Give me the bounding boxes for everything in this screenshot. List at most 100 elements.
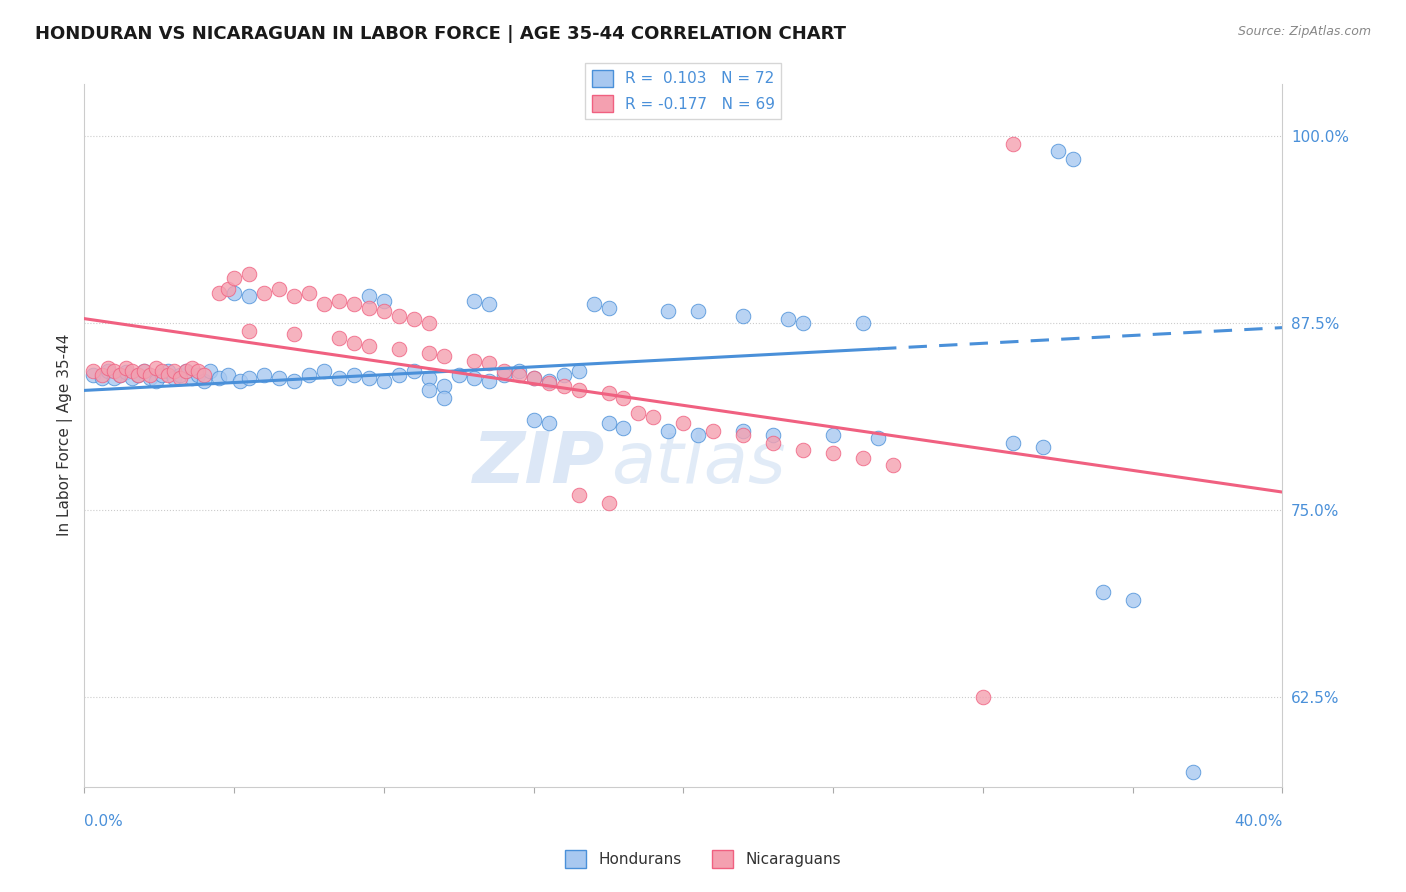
- Point: [388, 309, 411, 323]
- Point: [672, 417, 695, 431]
- Point: [1001, 435, 1024, 450]
- Point: [193, 368, 215, 383]
- Point: [174, 364, 197, 378]
- Point: [418, 316, 440, 330]
- Point: [373, 293, 395, 308]
- Point: [688, 428, 710, 442]
- Point: [267, 282, 290, 296]
- Point: [598, 386, 620, 401]
- Point: [463, 371, 485, 385]
- Point: [447, 368, 470, 383]
- Point: [328, 293, 350, 308]
- Point: [169, 368, 191, 383]
- Point: [553, 379, 575, 393]
- Point: [238, 324, 260, 338]
- Point: [567, 488, 589, 502]
- Point: [312, 296, 335, 310]
- Point: [193, 375, 215, 389]
- Point: [343, 335, 366, 350]
- Point: [418, 371, 440, 385]
- Point: [127, 368, 149, 383]
- Point: [373, 375, 395, 389]
- Point: [283, 289, 305, 303]
- Point: [328, 331, 350, 345]
- Point: [882, 458, 904, 472]
- Point: [523, 413, 546, 427]
- Point: [823, 446, 845, 460]
- Point: [762, 435, 785, 450]
- Point: [217, 368, 239, 383]
- Point: [343, 296, 366, 310]
- Point: [567, 364, 589, 378]
- Legend: Hondurans, Nicaraguans: Hondurans, Nicaraguans: [558, 844, 848, 873]
- Point: [762, 428, 785, 442]
- Point: [110, 368, 132, 383]
- Text: ZIP: ZIP: [474, 429, 606, 498]
- Point: [627, 406, 650, 420]
- Point: [357, 289, 380, 303]
- Point: [1032, 440, 1054, 454]
- Point: [343, 368, 366, 383]
- Point: [537, 375, 560, 389]
- Text: HONDURAN VS NICARAGUAN IN LABOR FORCE | AGE 35-44 CORRELATION CHART: HONDURAN VS NICARAGUAN IN LABOR FORCE | …: [35, 25, 846, 43]
- Point: [139, 371, 162, 385]
- Point: [778, 311, 800, 326]
- Point: [82, 364, 104, 378]
- Text: 40.0%: 40.0%: [1234, 814, 1282, 829]
- Point: [433, 379, 456, 393]
- Point: [283, 375, 305, 389]
- Point: [187, 368, 209, 383]
- Point: [702, 424, 724, 438]
- Point: [567, 384, 589, 398]
- Point: [582, 296, 605, 310]
- Point: [792, 316, 814, 330]
- Point: [373, 304, 395, 318]
- Point: [115, 361, 138, 376]
- Point: [523, 371, 546, 385]
- Point: [1046, 144, 1069, 158]
- Point: [181, 361, 204, 376]
- Point: [598, 417, 620, 431]
- Point: [792, 443, 814, 458]
- Point: [463, 293, 485, 308]
- Point: [1062, 152, 1084, 166]
- Point: [823, 428, 845, 442]
- Text: Source: ZipAtlas.com: Source: ZipAtlas.com: [1237, 25, 1371, 38]
- Point: [478, 375, 501, 389]
- Point: [733, 428, 755, 442]
- Point: [1001, 136, 1024, 151]
- Point: [733, 424, 755, 438]
- Point: [91, 368, 114, 383]
- Point: [187, 364, 209, 378]
- Point: [134, 364, 156, 378]
- Point: [82, 368, 104, 383]
- Point: [145, 375, 167, 389]
- Point: [553, 368, 575, 383]
- Point: [478, 296, 501, 310]
- Point: [121, 371, 143, 385]
- Point: [523, 371, 546, 385]
- Point: [492, 368, 515, 383]
- Point: [328, 371, 350, 385]
- Point: [208, 286, 231, 301]
- Point: [174, 364, 197, 378]
- Point: [163, 371, 186, 385]
- Point: [253, 368, 276, 383]
- Point: [357, 338, 380, 352]
- Point: [103, 364, 125, 378]
- Point: [157, 368, 180, 383]
- Point: [238, 371, 260, 385]
- Point: [238, 289, 260, 303]
- Point: [972, 690, 994, 704]
- Point: [357, 301, 380, 315]
- Point: [657, 424, 679, 438]
- Point: [163, 364, 186, 378]
- Point: [312, 364, 335, 378]
- Point: [217, 282, 239, 296]
- Point: [121, 364, 143, 378]
- Point: [145, 361, 167, 376]
- Point: [433, 349, 456, 363]
- Point: [598, 301, 620, 315]
- Point: [537, 376, 560, 390]
- Point: [150, 368, 173, 383]
